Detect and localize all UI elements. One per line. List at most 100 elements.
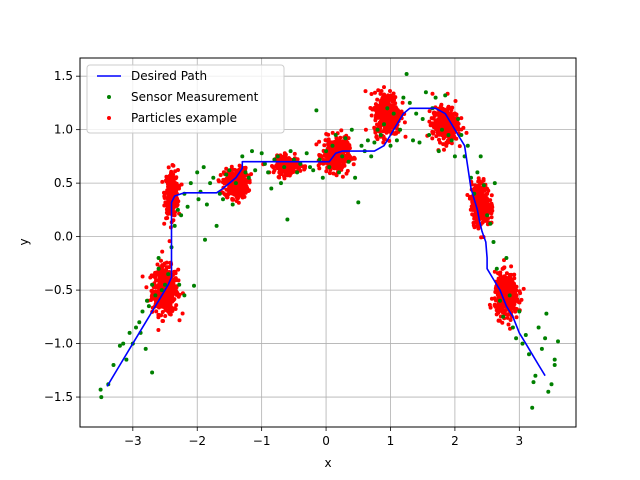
y-axis-label: y	[17, 238, 31, 245]
particle-point	[175, 202, 180, 207]
x-tick-label: 0	[322, 434, 330, 448]
particle-point	[380, 113, 385, 118]
sensor-point	[417, 140, 422, 145]
sensor-point	[175, 207, 180, 212]
particle-point	[465, 193, 470, 197]
sensor-point	[423, 90, 428, 95]
particle-point	[501, 310, 505, 315]
particle-point	[511, 305, 515, 310]
sensor-point	[124, 357, 129, 362]
sensor-point	[369, 154, 374, 159]
particle-point	[502, 290, 507, 295]
sensor-point	[127, 330, 132, 335]
particle-point	[484, 200, 489, 205]
sensor-point	[527, 352, 531, 357]
particle-point	[174, 303, 179, 308]
particle-point	[174, 195, 179, 200]
y-tick-label: −1.5	[44, 390, 73, 404]
particle-point	[160, 249, 165, 254]
particle-point	[176, 168, 180, 172]
sensor-point	[253, 168, 258, 173]
sensor-point	[333, 133, 338, 137]
sensor-point	[146, 304, 151, 309]
sensor-point	[166, 272, 171, 277]
particle-point	[166, 183, 171, 188]
y-tick-label: 1.5	[54, 69, 73, 83]
particle-point	[392, 106, 397, 110]
sensor-point	[159, 288, 164, 293]
sensor-point	[388, 143, 393, 148]
particle-point	[330, 130, 335, 135]
particle-point	[471, 203, 476, 208]
sensor-point	[546, 389, 551, 394]
particle-point	[346, 136, 351, 141]
particle-point	[340, 174, 345, 179]
x-tick-label: 2	[451, 434, 459, 448]
legend-label-sensor: Sensor Measurement	[131, 90, 259, 104]
particle-point	[154, 309, 159, 314]
particle-point	[236, 177, 241, 182]
sensor-point	[98, 387, 103, 392]
particle-point	[324, 132, 329, 136]
particle-point	[506, 296, 510, 301]
particle-point	[326, 142, 331, 147]
particle-point	[498, 270, 503, 275]
particle-point	[389, 125, 394, 130]
sensor-point	[156, 266, 161, 271]
sensor-point	[285, 217, 290, 222]
sensor-point	[295, 170, 300, 175]
particle-point	[484, 196, 489, 201]
particle-point	[431, 116, 436, 121]
particle-point	[162, 301, 167, 306]
sensor-point	[111, 363, 116, 367]
particle-point	[287, 173, 292, 178]
particle-point	[521, 286, 526, 291]
particle-point	[428, 123, 433, 128]
particle-point	[375, 137, 380, 142]
sensor-point	[520, 341, 525, 346]
legend-label-particles: Particles example	[131, 111, 237, 125]
sensor-point	[356, 200, 361, 205]
particle-point	[441, 142, 446, 147]
sensor-point	[314, 108, 319, 113]
particle-point	[381, 101, 386, 106]
particle-point	[453, 136, 458, 141]
particle-point	[327, 171, 332, 176]
sensor-point	[549, 382, 554, 387]
particle-point	[382, 85, 386, 90]
sensor-point	[427, 133, 432, 137]
particle-point	[159, 258, 163, 263]
sensor-point	[221, 197, 225, 202]
sensor-point	[203, 237, 207, 242]
particle-point	[167, 239, 172, 244]
sensor-point	[510, 325, 515, 330]
particle-point	[168, 177, 173, 182]
particle-point	[457, 144, 462, 149]
particle-point	[500, 320, 505, 325]
particle-point	[483, 206, 487, 211]
sensor-point	[143, 346, 148, 351]
particle-point	[441, 118, 446, 123]
particle-point	[226, 192, 230, 196]
particle-point	[496, 276, 501, 281]
sensor-point	[211, 175, 216, 180]
particle-point	[164, 305, 168, 310]
sensor-point	[504, 256, 509, 260]
particle-point	[376, 88, 381, 93]
sensor-point	[188, 181, 193, 186]
particle-point	[160, 319, 165, 323]
particle-point	[165, 216, 170, 220]
particle-point	[173, 210, 178, 215]
particle-point	[290, 166, 295, 171]
particle-point	[496, 310, 501, 314]
particle-point	[439, 131, 444, 136]
sensor-point	[214, 223, 219, 228]
sensor-point	[208, 181, 213, 186]
particle-point	[444, 140, 449, 145]
particle-point	[222, 178, 227, 182]
sensor-point	[481, 183, 486, 188]
particle-point	[449, 141, 454, 146]
particle-point	[381, 140, 386, 145]
sensor-point	[275, 154, 280, 159]
particle-point	[453, 121, 458, 126]
